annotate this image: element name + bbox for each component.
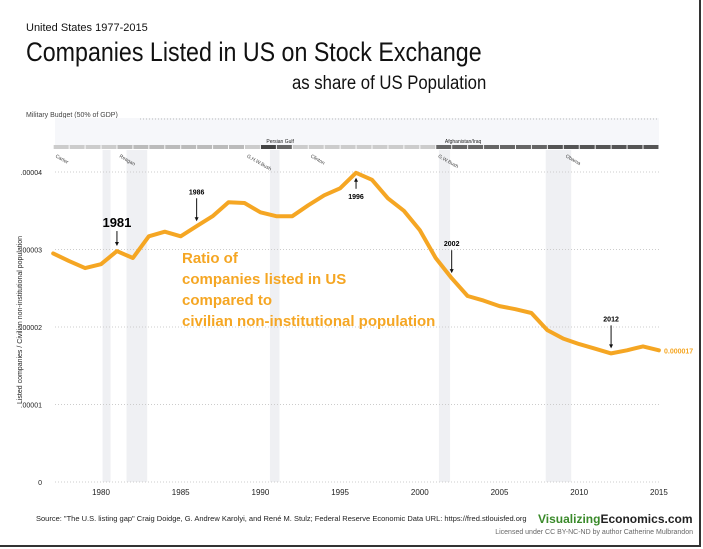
recession-band <box>102 150 111 482</box>
x-tick-label: 1980 <box>92 488 110 497</box>
annotation-label: 2002 <box>444 241 460 248</box>
military-bar <box>484 145 500 149</box>
subtitle: United States 1977-2015 <box>26 22 148 34</box>
military-bar <box>547 145 563 149</box>
military-bar <box>292 145 308 149</box>
military-bar <box>308 145 324 149</box>
chart-title: Companies Listed in US on Stock Exchange <box>26 37 482 67</box>
military-bar <box>420 145 436 149</box>
president-label: Clinton <box>309 154 326 167</box>
x-tick-label: 1990 <box>252 488 270 497</box>
military-bar <box>276 145 292 149</box>
military-bar <box>85 145 101 149</box>
arrow-head <box>609 344 614 349</box>
military-bar <box>149 145 165 149</box>
president-label: G.H.W.Bush <box>245 154 272 173</box>
x-tick-label: 2000 <box>411 488 429 497</box>
arrow-head <box>194 217 199 222</box>
brand-logo: VisualizingEconomics.com <box>538 512 693 526</box>
military-bar <box>229 145 245 149</box>
military-bar <box>372 145 388 149</box>
president-label: Carter <box>54 154 69 166</box>
y-axis-label: Listed companies / Civilian non-institut… <box>17 236 24 404</box>
military-bar <box>531 145 547 149</box>
y-tick-label: .00004 <box>21 170 43 177</box>
recession-band <box>126 150 148 482</box>
arrow-head <box>449 269 454 274</box>
military-bar <box>563 145 579 149</box>
military-bar <box>117 145 133 149</box>
x-tick-label: 1995 <box>331 488 349 497</box>
y-tick-label: 0 <box>38 480 42 487</box>
military-bar <box>404 145 420 149</box>
military-bar <box>515 145 531 149</box>
arrow-head <box>354 177 359 182</box>
x-tick-label: 2015 <box>650 488 668 497</box>
military-bar <box>595 145 611 149</box>
recession-band <box>438 150 451 482</box>
x-tick-label: 2010 <box>570 488 588 497</box>
callout-text: compared to <box>182 292 272 309</box>
military-bar <box>69 145 85 149</box>
annotation-label: 1996 <box>348 194 364 201</box>
recession-band <box>545 150 572 482</box>
military-bar <box>388 145 404 149</box>
callout-text: civilian non-institutional population <box>182 313 435 330</box>
brand-a: Visualizing <box>538 512 601 526</box>
y-tick-label: .00002 <box>21 325 43 332</box>
military-bar <box>436 145 452 149</box>
military-bar <box>500 145 515 149</box>
annotation-label: 1981 <box>102 215 131 230</box>
military-bar <box>244 145 260 149</box>
military-bar <box>101 145 117 149</box>
annotation-label: 2012 <box>603 316 619 323</box>
military-bar <box>213 145 229 149</box>
military-bar <box>53 145 69 149</box>
military-bar <box>579 145 595 149</box>
military-bar <box>356 145 372 149</box>
recession-band <box>269 150 280 482</box>
war-label: Afghanistan/Iraq <box>445 139 482 145</box>
x-tick-label: 1985 <box>172 488 190 497</box>
chart-title-2: as share of US Population <box>292 73 487 94</box>
y-tick-label: .00001 <box>21 403 43 410</box>
military-bar <box>197 145 213 149</box>
brand-b: Economics.com <box>600 512 693 526</box>
military-bar <box>340 145 356 149</box>
military-bar <box>181 145 197 149</box>
military-bar <box>468 145 484 149</box>
callout-text: companies listed in US <box>182 271 346 288</box>
annotation-label: 1986 <box>189 189 205 196</box>
x-tick-label: 2005 <box>491 488 509 497</box>
military-label: Military Budget (50% of GDP) <box>26 112 118 119</box>
end-value-label: 0.000017 <box>664 348 693 355</box>
source: Source: "The U.S. listing gap" Craig Doi… <box>36 514 527 523</box>
callout-text: Ratio of <box>182 250 239 267</box>
war-label: Persian Gulf <box>266 139 294 145</box>
license: Licensed under CC BY-NC-ND by author Cat… <box>495 529 693 536</box>
military-bar <box>324 145 340 149</box>
y-tick-label: .00003 <box>21 248 43 255</box>
military-band <box>55 118 659 146</box>
military-bar <box>133 145 149 149</box>
military-bar <box>627 145 643 149</box>
data-line <box>51 170 661 356</box>
military-bar <box>260 145 276 149</box>
military-bar <box>165 145 181 149</box>
military-bar <box>643 145 659 149</box>
arrow-head <box>114 242 119 247</box>
military-bar <box>452 145 468 149</box>
military-bar <box>611 145 627 149</box>
